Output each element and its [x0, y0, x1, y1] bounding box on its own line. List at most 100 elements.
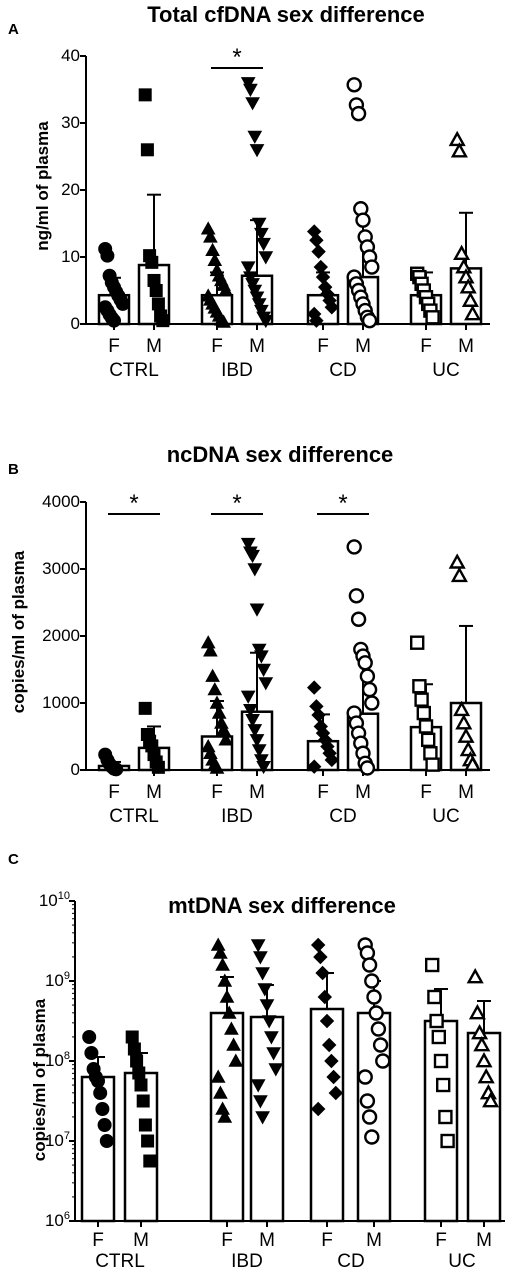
x-group-label: CTRL: [95, 1251, 145, 1272]
data-point: [245, 549, 260, 564]
data-point: [464, 304, 482, 321]
data-point: [361, 312, 378, 329]
data-point: [448, 553, 466, 569]
data-point: [311, 244, 326, 259]
tick-base: 10: [45, 1051, 64, 1070]
data-point: [253, 951, 268, 965]
data-point: [84, 1046, 99, 1060]
x-sex-label: M: [249, 782, 265, 803]
data-point: [100, 248, 115, 263]
data-point: [99, 1134, 114, 1148]
y-tick-label: 40: [61, 46, 80, 65]
data-point: [251, 217, 267, 232]
data-point: [115, 296, 130, 311]
data-point: [251, 744, 267, 758]
data-point: [372, 1037, 389, 1053]
data-point: [324, 300, 340, 315]
x-group-label: CTRL: [109, 806, 159, 827]
data-point: [268, 1063, 284, 1077]
data-point: [240, 537, 256, 552]
data-point: [127, 1042, 141, 1056]
data-point: [93, 1086, 108, 1100]
data-point: [257, 983, 273, 997]
data-point: [138, 1118, 152, 1132]
x-group-label: CD: [337, 1251, 364, 1272]
data-point: [433, 1053, 449, 1069]
data-point: [95, 1102, 110, 1116]
data-point: [250, 1079, 266, 1093]
data-point: [431, 1029, 446, 1045]
data-point: [254, 304, 269, 319]
data-point: [455, 258, 473, 274]
data-point: [254, 754, 269, 768]
data-point: [457, 727, 475, 743]
x-sex-label: F: [321, 1230, 333, 1251]
data-point: [218, 282, 234, 297]
data-point: [418, 719, 434, 734]
data-point: [249, 291, 265, 305]
data-point: [254, 227, 269, 242]
data-point: [205, 668, 220, 682]
y-tick-label: 106: [45, 1210, 70, 1230]
x-sex-label: F: [108, 782, 120, 803]
data-point: [425, 757, 440, 772]
data-point: [219, 989, 235, 1003]
x-sex-label: M: [458, 782, 474, 803]
data-point: [151, 760, 165, 774]
x-sex-label: F: [420, 336, 432, 357]
y-tick-label: 10: [61, 247, 80, 266]
data-point: [421, 732, 436, 748]
data-point: [440, 1133, 455, 1149]
data-point: [350, 105, 367, 122]
data-point: [361, 1109, 378, 1125]
data-point: [134, 1078, 148, 1092]
x-group-label: CTRL: [109, 360, 159, 381]
data-point: [359, 668, 376, 684]
data-point: [448, 130, 466, 147]
data-point: [138, 701, 152, 715]
data-point: [471, 1024, 489, 1040]
data-point: [256, 663, 271, 678]
x-sex-label: M: [366, 1230, 382, 1251]
data-point: [253, 1095, 268, 1109]
data-point: [450, 142, 468, 158]
data-point: [245, 97, 260, 111]
data-point: [250, 939, 266, 953]
data-point: [306, 680, 322, 695]
x-group-label: CD: [329, 360, 356, 381]
y-axis-label: copies/ml of plasma: [30, 998, 49, 1161]
x-group-label: IBD: [221, 360, 253, 381]
data-point: [346, 77, 362, 93]
data-point: [459, 278, 477, 294]
tick-exponent: 10: [58, 890, 70, 902]
tick-exponent: 8: [64, 1050, 70, 1062]
data-point: [453, 244, 471, 261]
data-point: [200, 635, 216, 649]
data-point: [140, 143, 154, 157]
data-point: [210, 937, 226, 951]
x-sex-label: F: [108, 336, 120, 357]
data-point: [156, 314, 170, 328]
data-point: [321, 1037, 337, 1053]
data-point: [359, 945, 376, 961]
data-point: [473, 1036, 491, 1052]
data-point: [255, 1111, 270, 1125]
data-point: [370, 1021, 387, 1037]
data-point: [249, 144, 265, 158]
tick-exponent: 7: [64, 1130, 70, 1142]
data-point: [136, 1094, 150, 1108]
x-group-label: UC: [432, 360, 459, 381]
data-point: [249, 734, 265, 748]
data-point: [143, 1154, 157, 1168]
y-axis-label: ng/ml of plasma: [33, 121, 52, 251]
x-sex-label: M: [355, 782, 371, 803]
data-point: [319, 1013, 335, 1029]
data-point: [145, 255, 159, 269]
chart-title: ncDNA sex difference: [167, 442, 394, 467]
x-sex-label: F: [435, 1230, 447, 1251]
data-point: [91, 1074, 105, 1088]
y-tick-label: 20: [61, 180, 80, 199]
x-sex-label: M: [146, 336, 162, 357]
data-point: [240, 261, 256, 275]
